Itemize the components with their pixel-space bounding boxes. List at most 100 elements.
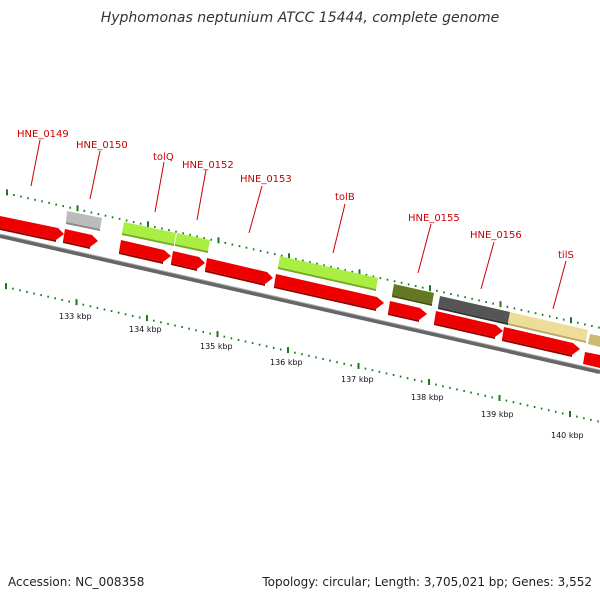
outer-tick-minor	[34, 198, 36, 201]
outer-tick-minor	[591, 325, 593, 327]
inner-tick-minor	[371, 369, 374, 372]
inner-tick-minor	[505, 399, 508, 402]
outer-tick-major	[217, 237, 220, 244]
inner-tick-minor	[484, 394, 486, 397]
outer-tick-minor	[471, 297, 473, 300]
outer-tick-minor	[104, 214, 107, 217]
inner-tick-minor	[131, 314, 134, 317]
outer-tick-minor	[555, 317, 558, 319]
outer-tick-minor	[252, 248, 255, 251]
outer-tick-minor	[139, 222, 142, 225]
outer-tick-major	[76, 205, 79, 212]
inner-tick-minor	[336, 361, 338, 364]
inner-tick-major	[428, 379, 430, 385]
outer-tick-minor	[584, 323, 586, 326]
outer-tick-minor	[48, 201, 50, 204]
inner-tick-minor	[554, 410, 557, 413]
inner-tick-minor	[251, 342, 254, 345]
inner-tick-minor	[89, 305, 92, 308]
feature-bar-hne-0152	[175, 233, 210, 251]
outer-tick-minor	[379, 277, 382, 280]
outer-tick-minor	[365, 273, 368, 276]
outer-tick-minor	[118, 217, 121, 220]
outer-tick-minor	[154, 225, 156, 228]
outer-tick-minor	[436, 289, 438, 292]
inner-tick-minor	[329, 359, 331, 362]
kbp-label-138: 138 kbp	[411, 393, 444, 402]
inner-tick-minor	[188, 327, 190, 330]
outer-tick-major	[6, 189, 8, 196]
outer-tick-minor	[337, 267, 339, 270]
outer-tick-minor	[513, 307, 516, 310]
inner-tick-minor	[54, 297, 56, 300]
cds-arrow-tils	[502, 327, 580, 355]
inner-tick-minor	[583, 417, 585, 420]
inner-tick-minor	[343, 362, 345, 365]
inner-tick-minor	[124, 313, 127, 316]
feature-bars	[66, 211, 600, 347]
outer-tick-minor	[443, 291, 445, 294]
outer-tick-minor	[344, 269, 346, 272]
inner-tick-minor	[576, 415, 578, 418]
kbp-label-134: 134 kbp	[129, 325, 162, 334]
inner-tick-major	[569, 411, 571, 417]
gene-label-tolq: tolQ	[153, 152, 174, 163]
outer-tick-minor	[125, 219, 128, 222]
feature-bar-tolb	[278, 256, 378, 289]
cds-arrow-hne-0152	[171, 251, 205, 269]
inner-tick-minor	[526, 404, 529, 407]
inner-tick-minor	[590, 418, 592, 421]
outer-tick-row	[6, 189, 600, 329]
inner-tick-minor	[364, 367, 367, 370]
inner-tick-minor	[110, 310, 113, 313]
inner-tick-minor	[244, 340, 247, 343]
cds-arrows	[0, 216, 600, 368]
inner-tick-minor	[68, 300, 70, 303]
outer-tick-minor	[203, 237, 205, 240]
inner-tick-minor	[420, 380, 423, 383]
inner-tick-minor	[40, 294, 42, 297]
inner-tick-minor	[322, 358, 324, 360]
inner-tick-minor	[160, 321, 162, 324]
inner-tick-minor	[202, 330, 204, 333]
outer-tick-minor	[90, 211, 93, 214]
inner-tick-minor	[399, 375, 402, 378]
inner-tick-major	[287, 347, 289, 354]
inner-tick-minor	[547, 409, 550, 412]
outer-tick-minor	[450, 293, 452, 295]
gene-label-hne-0149: HNE_0149	[17, 129, 69, 140]
map-title: Hyphomonas neptunium ATCC 15444, complet…	[100, 10, 500, 26]
outer-tick-minor	[189, 233, 191, 236]
outer-tick-major	[147, 221, 149, 228]
outer-tick-minor	[492, 302, 494, 305]
outer-tick-minor	[295, 257, 297, 260]
outer-tick-minor	[27, 197, 29, 200]
inner-tick-minor	[561, 412, 564, 415]
outer-tick-minor	[548, 315, 551, 318]
inner-tick-minor	[138, 316, 141, 319]
inner-tick-minor	[12, 287, 14, 290]
inner-tick-minor	[392, 374, 395, 376]
inner-tick-minor	[294, 351, 296, 354]
outer-tick-minor	[400, 281, 403, 284]
outer-tick-minor	[182, 232, 184, 235]
outer-tick-minor	[372, 275, 375, 278]
outer-tick-minor	[238, 245, 241, 248]
inner-tick-minor	[174, 324, 176, 327]
inner-tick-minor	[456, 388, 458, 391]
inner-tick-minor	[597, 420, 599, 423]
outer-tick-minor	[273, 253, 276, 256]
inner-tick-minor	[385, 372, 388, 375]
kbp-label-135: 135 kbp	[200, 342, 233, 351]
inner-tick-minor	[413, 378, 416, 381]
cds-arrow-hne-0153	[205, 258, 273, 284]
kbp-label-136: 136 kbp	[270, 358, 303, 367]
inner-tick-major	[498, 395, 501, 401]
gene-leader-lines	[30, 139, 567, 310]
outer-tick-minor	[478, 299, 480, 302]
outer-tick-minor	[231, 243, 234, 246]
gene-label-hne-0150: HNE_0150	[76, 140, 128, 151]
outer-tick-major	[288, 253, 290, 260]
inner-tick-minor	[463, 390, 465, 392]
